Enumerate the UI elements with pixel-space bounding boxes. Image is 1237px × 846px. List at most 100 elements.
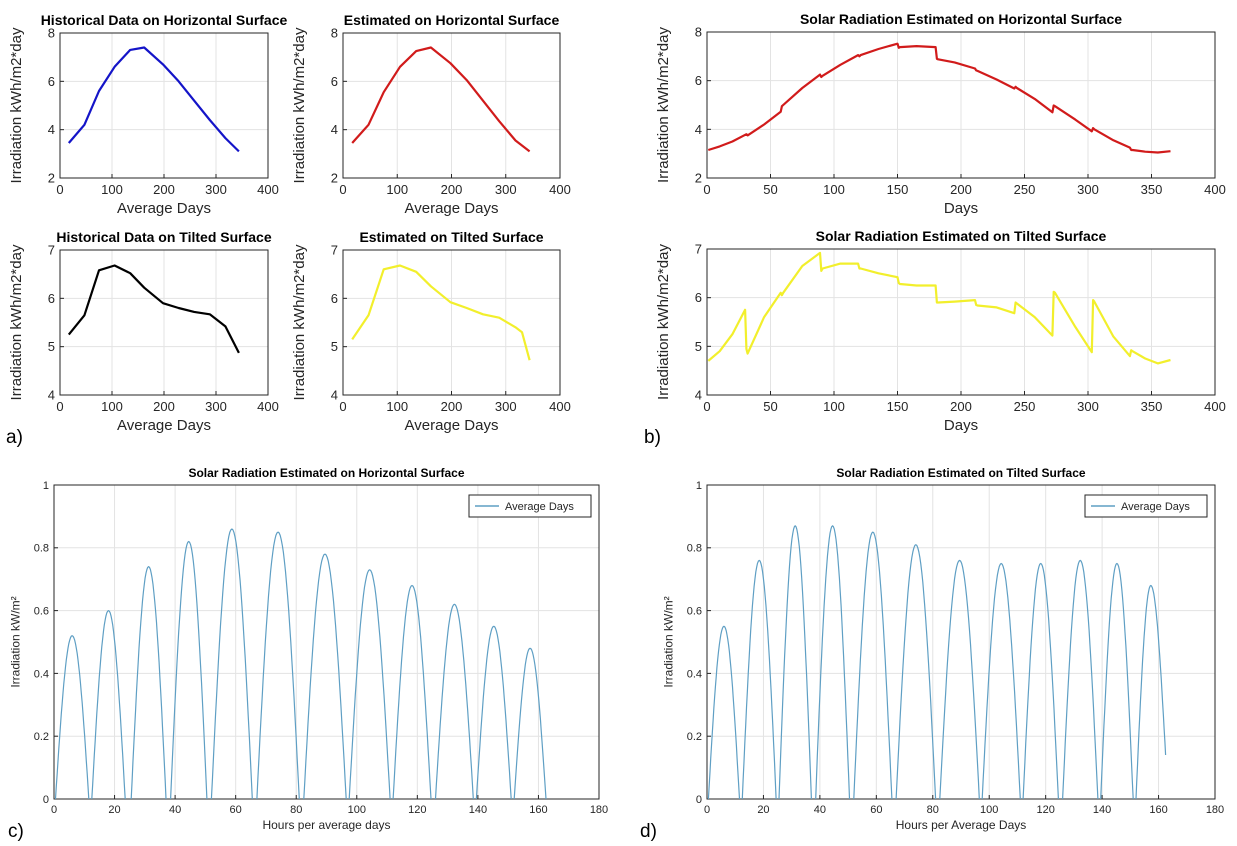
plot-area xyxy=(706,484,1216,800)
y-tick-label: 6 xyxy=(331,74,338,89)
y-axis-label: Irradiation kWh/m2*day xyxy=(655,244,672,400)
y-tick-label: 6 xyxy=(48,291,55,306)
plot-area xyxy=(53,484,600,800)
series-line xyxy=(54,528,547,800)
x-tick-label: 350 xyxy=(1141,182,1163,197)
y-tick-label: 5 xyxy=(48,339,55,354)
x-tick-label: 100 xyxy=(101,399,123,414)
x-tick-label: 200 xyxy=(441,399,463,414)
x-tick-label: 300 xyxy=(205,399,227,414)
y-tick-label: 5 xyxy=(695,339,702,354)
chart-title: Historical Data on Horizontal Surface xyxy=(41,12,288,28)
y-tick-label: 0.4 xyxy=(687,668,702,680)
x-tick-label: 0 xyxy=(703,399,710,414)
y-tick-label: 0 xyxy=(696,794,702,806)
y-axis-label: Irradiation kW/m² xyxy=(9,596,23,687)
x-tick-label: 300 xyxy=(1077,182,1099,197)
x-tick-label: 100 xyxy=(980,804,998,816)
y-tick-label: 0.4 xyxy=(34,668,49,680)
chart-c: 0 20 40 60 80 100 120 140 160 180 0 0.2 0.4 0.6 0.8 1 So… xyxy=(9,466,609,832)
y-tick-label: 0.8 xyxy=(34,543,49,555)
y-tick-label: 5 xyxy=(331,339,338,354)
x-tick-label: 100 xyxy=(386,399,408,414)
x-tick-label: 20 xyxy=(757,804,769,816)
series-line xyxy=(351,46,531,153)
series-line xyxy=(707,251,1171,365)
x-tick-label: 50 xyxy=(763,399,777,414)
x-axis-label: Average Days xyxy=(117,200,211,217)
x-tick-label: 120 xyxy=(1036,804,1054,816)
y-tick-label: 8 xyxy=(331,26,338,41)
y-tick-label: 4 xyxy=(695,388,702,403)
x-tick-label: 300 xyxy=(495,182,517,197)
legend: Average Days xyxy=(1084,494,1208,518)
x-tick-label: 100 xyxy=(386,182,408,197)
x-axis-label: Days xyxy=(944,200,978,217)
y-tick-label: 0.6 xyxy=(34,605,49,617)
x-tick-label: 40 xyxy=(169,804,181,816)
y-tick-label: 2 xyxy=(695,171,702,186)
x-tick-label: 100 xyxy=(823,399,845,414)
y-axis-label: Irradiation kWh/m2*day xyxy=(655,27,672,183)
x-tick-label: 0 xyxy=(56,399,63,414)
legend-entry: Average Days xyxy=(505,501,574,513)
x-axis-label: Days xyxy=(944,417,978,434)
chart-title: Solar Radiation Estimated on Horizontal … xyxy=(188,466,464,480)
x-tick-label: 0 xyxy=(339,399,346,414)
y-axis-label: Irradiation kWh/m2*day xyxy=(291,244,308,400)
y-tick-label: 0.6 xyxy=(687,605,702,617)
y-tick-label: 7 xyxy=(48,243,55,258)
y-tick-label: 6 xyxy=(695,73,702,88)
panel-label-d: d) xyxy=(640,821,657,842)
x-tick-label: 120 xyxy=(408,804,426,816)
series-line xyxy=(707,525,1167,800)
x-tick-label: 400 xyxy=(549,182,571,197)
x-tick-label: 60 xyxy=(230,804,242,816)
legend-entry: Average Days xyxy=(1121,501,1190,513)
x-axis-label: Average Days xyxy=(405,417,499,434)
x-tick-label: 400 xyxy=(257,182,279,197)
y-tick-label: 2 xyxy=(48,171,55,186)
x-axis-label: Hours per average days xyxy=(262,818,390,832)
y-tick-label: 0.2 xyxy=(687,731,702,743)
y-tick-label: 4 xyxy=(48,122,55,137)
y-tick-label: 1 xyxy=(696,480,702,492)
chart-d: 0 20 40 60 80 100 120 140 160 180 0 0.2 0.4 0.6 0.8 1 So… xyxy=(662,466,1225,832)
x-axis-label: Average Days xyxy=(405,200,499,217)
x-tick-label: 350 xyxy=(1141,399,1163,414)
series-line xyxy=(351,264,531,361)
y-tick-label: 4 xyxy=(695,122,702,137)
y-tick-label: 7 xyxy=(331,243,338,258)
x-tick-label: 100 xyxy=(348,804,366,816)
y-tick-label: 6 xyxy=(695,290,702,305)
y-tick-label: 7 xyxy=(695,242,702,257)
x-tick-label: 50 xyxy=(763,182,777,197)
x-tick-label: 160 xyxy=(529,804,547,816)
y-tick-label: 6 xyxy=(331,291,338,306)
x-tick-label: 80 xyxy=(290,804,302,816)
x-tick-label: 400 xyxy=(1204,399,1226,414)
x-tick-label: 200 xyxy=(950,182,972,197)
x-tick-label: 400 xyxy=(257,399,279,414)
y-tick-label: 0.2 xyxy=(34,731,49,743)
series-line xyxy=(707,42,1171,154)
chart-title: Solar Radiation Estimated on Tilted Surf… xyxy=(816,228,1107,244)
x-tick-label: 300 xyxy=(1077,399,1099,414)
x-tick-label: 150 xyxy=(887,182,909,197)
y-tick-label: 1 xyxy=(43,480,49,492)
x-tick-label: 160 xyxy=(1149,804,1167,816)
x-tick-label: 0 xyxy=(703,182,710,197)
x-tick-label: 100 xyxy=(101,182,123,197)
x-tick-label: 100 xyxy=(823,182,845,197)
y-tick-label: 0.8 xyxy=(687,543,702,555)
series-line xyxy=(67,264,240,354)
x-tick-label: 300 xyxy=(495,399,517,414)
y-tick-label: 0 xyxy=(43,794,49,806)
chart-title: Solar Radiation Estimated on Horizontal … xyxy=(800,11,1122,27)
panel-label-c: c) xyxy=(8,821,24,842)
panel-label-a: a) xyxy=(6,427,23,448)
chart-title: Estimated on Horizontal Surface xyxy=(344,12,560,28)
